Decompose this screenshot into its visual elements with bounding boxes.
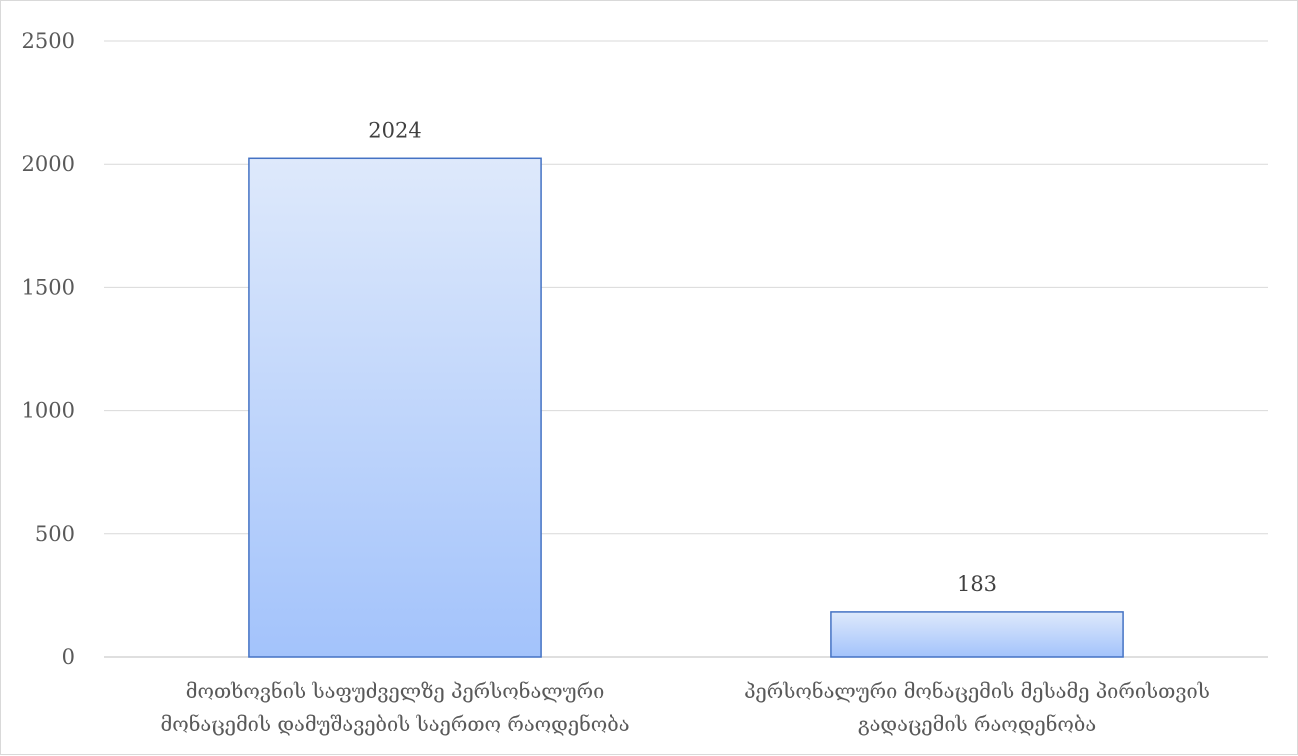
category-label: გადაცემის რაოდენობა (858, 712, 1096, 736)
y-tick-label: 1000 (22, 399, 75, 423)
category-labels: მოთხოვნის საფუძველზე პერსონალური მონაცემი… (160, 679, 1209, 736)
data-label: 183 (957, 572, 997, 596)
y-tick-label: 1500 (22, 275, 75, 299)
y-tick-label: 2000 (22, 152, 75, 176)
y-tick-label: 2500 (22, 29, 75, 53)
y-axis-ticks: 0 500 1000 1500 2000 2500 (22, 29, 75, 669)
bar (830, 611, 1124, 658)
bar (248, 157, 542, 658)
category-label: მონაცემის დამუშავების საერთო რაოდენობა (160, 712, 629, 736)
category-label: მოთხოვნის საფუძველზე პერსონალური (186, 679, 605, 703)
data-label: 2024 (368, 118, 421, 142)
y-tick-label: 0 (62, 645, 75, 669)
bars (248, 157, 1124, 658)
y-tick-label: 500 (35, 522, 75, 546)
category-label: პერსონალური მონაცემის მესამე პირისთვის (744, 679, 1210, 703)
data-labels: 2024 183 (368, 118, 997, 596)
